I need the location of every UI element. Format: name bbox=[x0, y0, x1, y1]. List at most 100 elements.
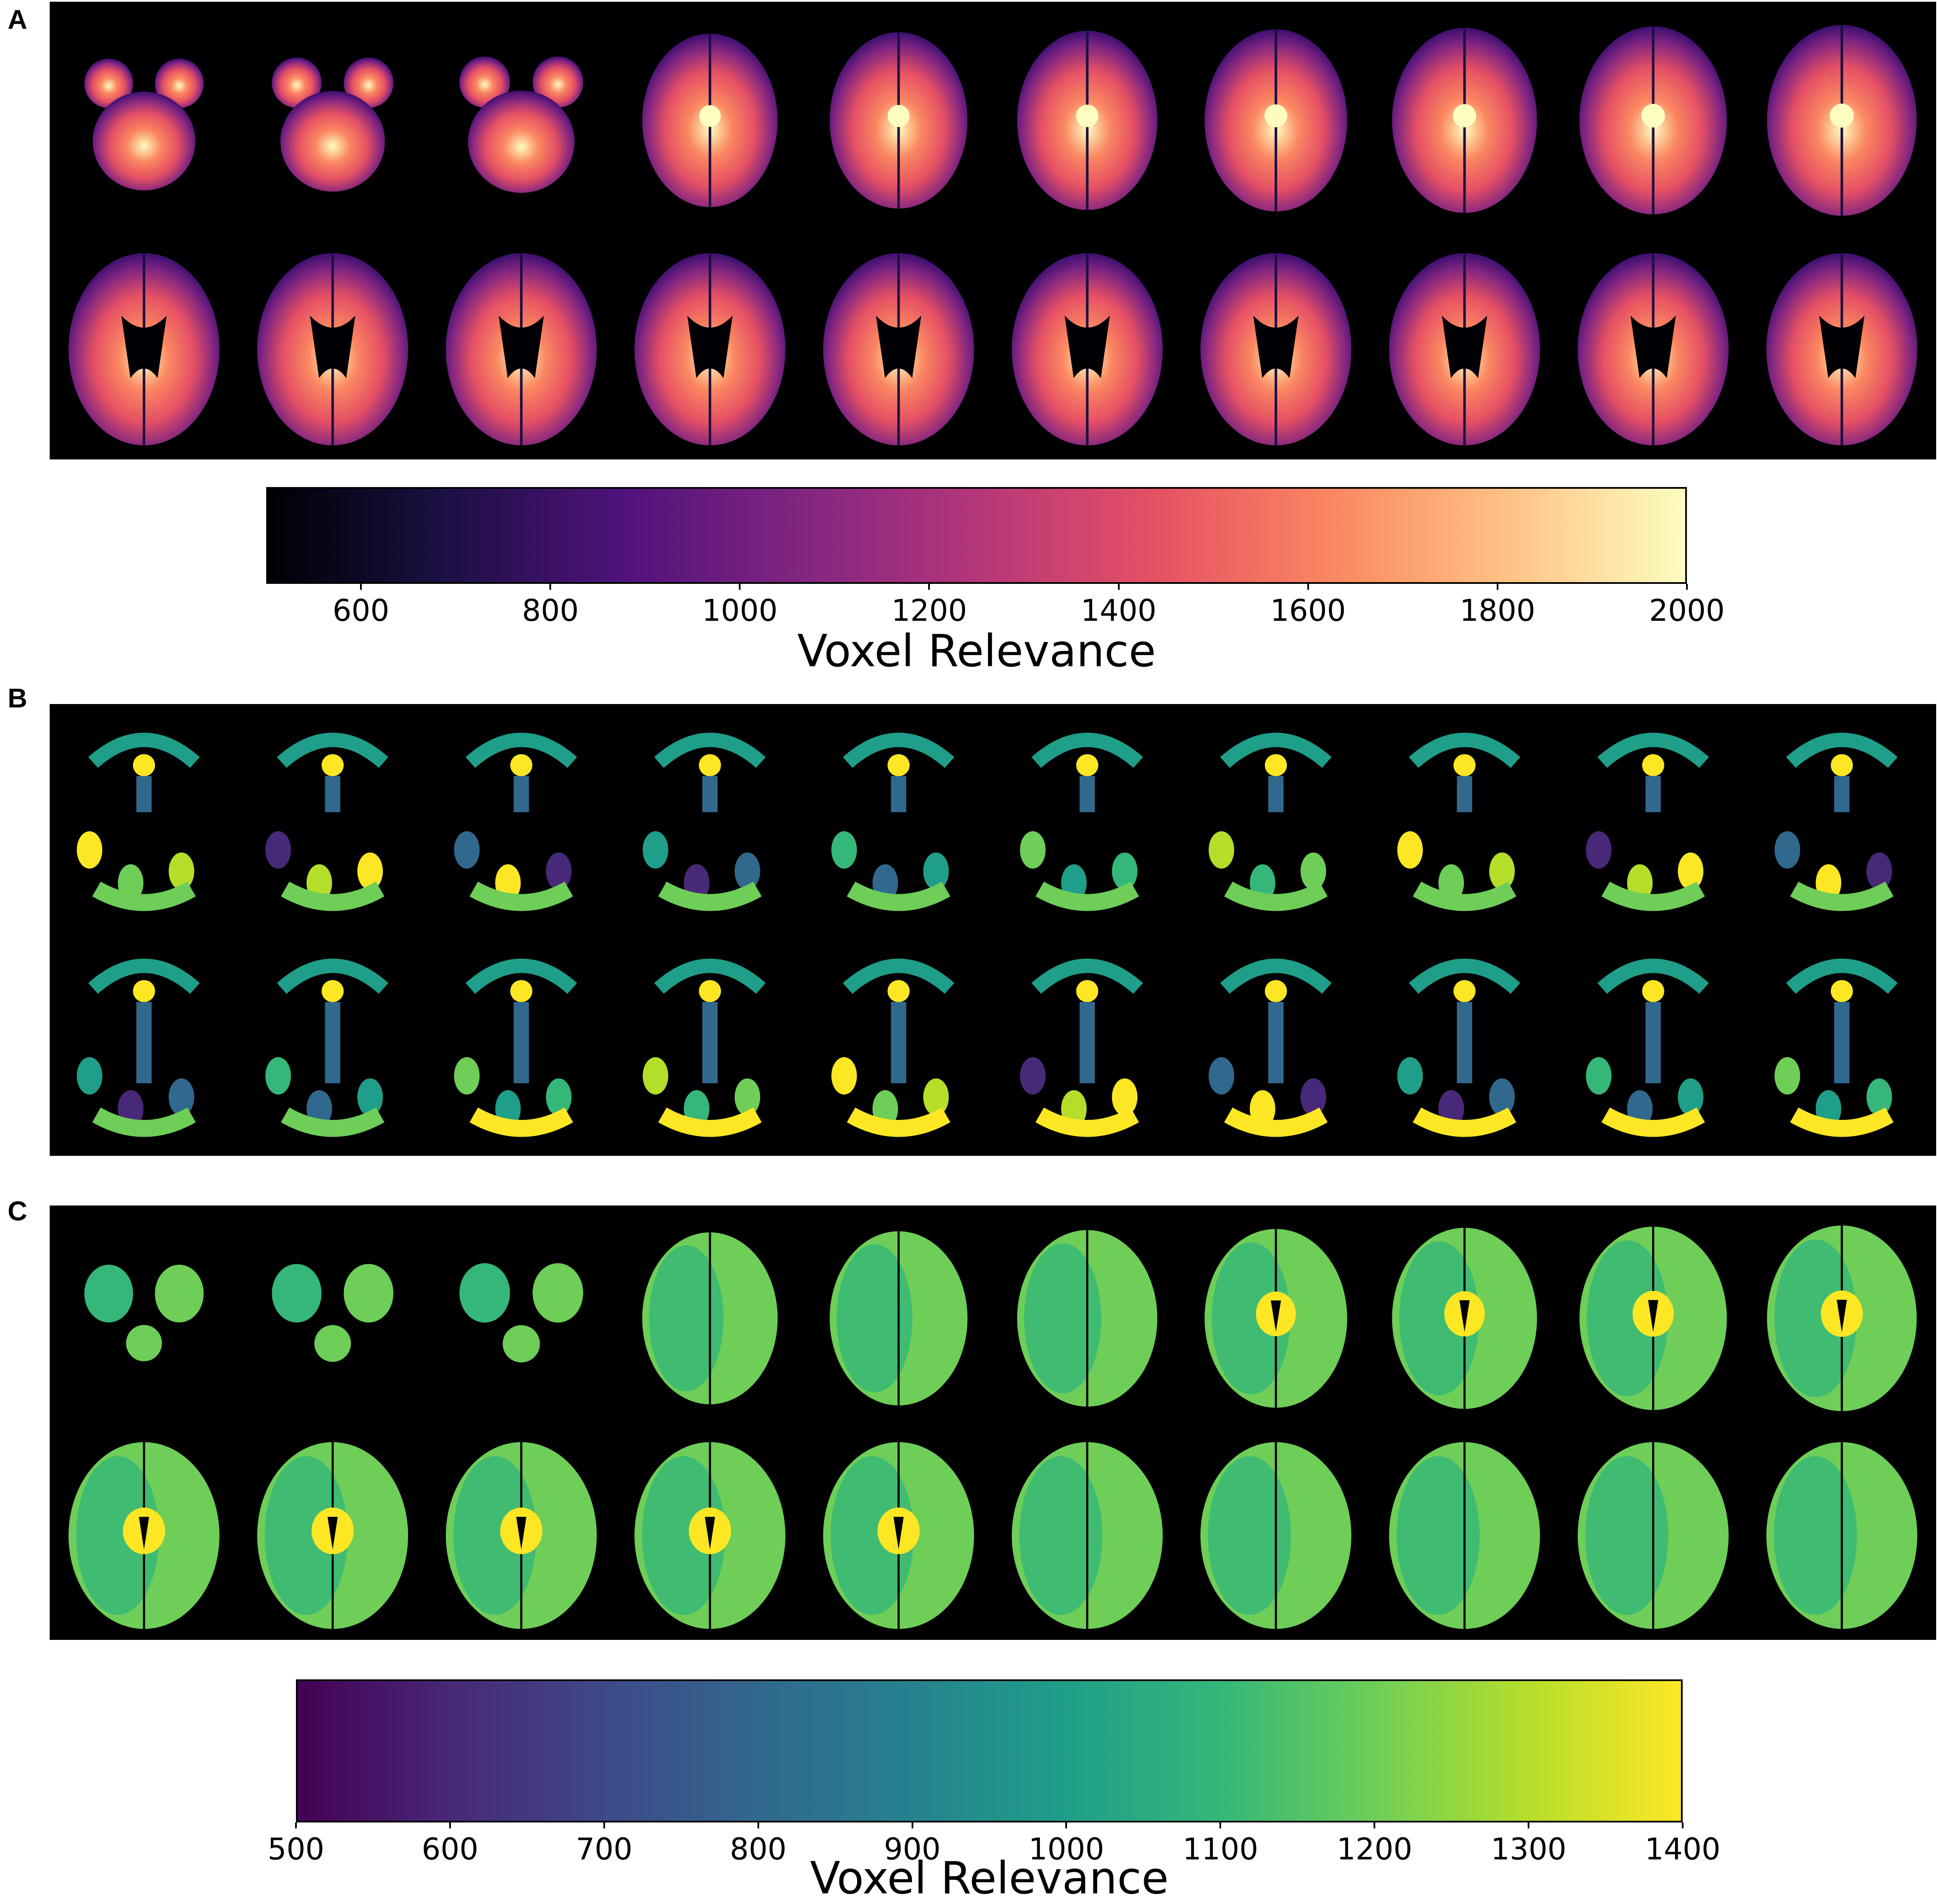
colorbar-c-tick-mark bbox=[1219, 1822, 1222, 1828]
colorbar-c-tick-label: 1000 bbox=[1028, 1832, 1104, 1867]
undefined-slice bbox=[446, 1442, 597, 1629]
undefined-slice bbox=[642, 1232, 778, 1405]
undefined-slice bbox=[1020, 958, 1143, 1137]
undefined-slice bbox=[76, 732, 200, 911]
undefined-slice bbox=[1579, 26, 1727, 214]
undefined-slice bbox=[830, 32, 968, 209]
undefined-slice bbox=[1774, 958, 1898, 1137]
colorbar-c bbox=[296, 1679, 1683, 1822]
panel-c-image bbox=[68, 1225, 1917, 1629]
undefined-slice bbox=[454, 732, 577, 911]
colorbar-c-tick-label: 500 bbox=[267, 1832, 324, 1867]
colorbar-c-tick-label: 700 bbox=[575, 1832, 633, 1867]
colorbar-a-tick-mark bbox=[1496, 584, 1498, 590]
colorbar-a-tick-mark bbox=[739, 584, 741, 590]
undefined-slice bbox=[84, 1265, 204, 1361]
undefined-slice bbox=[1767, 1225, 1917, 1411]
panel-b-image bbox=[76, 732, 1898, 1137]
colorbar-c-tick-mark bbox=[449, 1822, 451, 1828]
undefined-slice bbox=[76, 958, 200, 1137]
colorbar-a-tick-mark bbox=[928, 584, 930, 590]
colorbar-a-tick-label: 1200 bbox=[891, 593, 967, 628]
undefined-slice bbox=[831, 732, 954, 911]
colorbar-c-tick-label: 1300 bbox=[1491, 1832, 1567, 1867]
colorbar-c-tick-mark bbox=[603, 1822, 605, 1828]
undefined-slice bbox=[1200, 253, 1351, 445]
colorbar-a-tick-mark bbox=[1118, 584, 1120, 590]
undefined-slice bbox=[642, 732, 766, 911]
colorbar-c-tick-mark bbox=[1528, 1822, 1530, 1828]
panel-b-region-slices bbox=[50, 704, 1936, 1156]
undefined-slice bbox=[1208, 958, 1332, 1137]
colorbar-a-tick-label: 800 bbox=[522, 593, 579, 628]
panel-letter-a: A bbox=[8, 4, 28, 35]
undefined-slice bbox=[454, 958, 577, 1137]
colorbar-c-tick-label: 800 bbox=[729, 1832, 787, 1867]
panel-letter-b: B bbox=[8, 683, 28, 713]
undefined-slice bbox=[1208, 732, 1332, 911]
colorbar-c-tick-mark bbox=[1374, 1822, 1376, 1828]
panel-a-brain-slices bbox=[50, 2, 1936, 459]
colorbar-a-tick-label: 600 bbox=[332, 593, 389, 628]
undefined-slice bbox=[1577, 253, 1729, 445]
undefined-slice bbox=[1774, 732, 1898, 911]
undefined-slice bbox=[1586, 958, 1709, 1137]
undefined-slice bbox=[830, 1231, 968, 1405]
undefined-slice bbox=[1011, 253, 1163, 445]
undefined-slice bbox=[1586, 732, 1709, 911]
undefined-slice bbox=[68, 253, 220, 445]
colorbar-a-tick-mark bbox=[1686, 584, 1688, 590]
undefined-slice bbox=[459, 1263, 583, 1363]
undefined-slice bbox=[446, 253, 597, 445]
colorbar-c-label: Voxel Relevance bbox=[810, 1852, 1169, 1904]
colorbar-c-tick-mark bbox=[1682, 1822, 1684, 1828]
undefined-slice bbox=[1389, 1442, 1540, 1629]
undefined-slice bbox=[265, 958, 389, 1137]
colorbar-c-tick-mark bbox=[911, 1822, 913, 1828]
undefined-slice bbox=[459, 56, 583, 193]
colorbar-a-tick-mark bbox=[549, 584, 552, 590]
undefined-slice bbox=[257, 253, 408, 445]
undefined-slice bbox=[823, 1442, 974, 1629]
colorbar-c-tick-mark bbox=[295, 1822, 297, 1828]
colorbar-c-tick-label: 1400 bbox=[1644, 1832, 1721, 1867]
undefined-slice bbox=[1389, 253, 1540, 445]
undefined-slice bbox=[272, 1264, 394, 1362]
undefined-slice bbox=[1767, 25, 1917, 216]
colorbar-a-tick-label: 1400 bbox=[1081, 593, 1157, 628]
undefined-slice bbox=[831, 958, 954, 1137]
colorbar-c-tick-label: 900 bbox=[884, 1832, 941, 1867]
colorbar-a-tick-mark bbox=[1307, 584, 1309, 590]
undefined-slice bbox=[1205, 29, 1347, 211]
panel-c-brain-slices bbox=[50, 1205, 1936, 1640]
colorbar-c-tick-mark bbox=[1065, 1822, 1067, 1828]
colorbar-c-tick-label: 600 bbox=[422, 1832, 479, 1867]
undefined-slice bbox=[272, 57, 394, 192]
undefined-slice bbox=[1397, 732, 1520, 911]
undefined-slice bbox=[68, 1442, 220, 1629]
colorbar-a-tick-label: 1800 bbox=[1459, 593, 1535, 628]
undefined-slice bbox=[1200, 1442, 1351, 1629]
undefined-slice bbox=[1020, 732, 1143, 911]
colorbar-a-tick-label: 1600 bbox=[1270, 593, 1346, 628]
undefined-slice bbox=[1017, 1230, 1157, 1407]
undefined-slice bbox=[642, 958, 766, 1137]
undefined-slice bbox=[1577, 1442, 1729, 1629]
undefined-slice bbox=[1766, 1442, 1917, 1629]
colorbar-a-tick-mark bbox=[360, 584, 362, 590]
undefined-slice bbox=[1579, 1226, 1727, 1410]
undefined-slice bbox=[257, 1442, 408, 1629]
undefined-slice bbox=[634, 253, 785, 445]
undefined-slice bbox=[1017, 31, 1157, 210]
colorbar-a-label: Voxel Relevance bbox=[797, 625, 1156, 677]
undefined-slice bbox=[1766, 253, 1917, 445]
colorbar-c-tick-label: 1200 bbox=[1337, 1832, 1413, 1867]
panel-a-image bbox=[68, 25, 1917, 445]
undefined-slice bbox=[634, 1442, 785, 1629]
undefined-slice bbox=[84, 58, 204, 191]
colorbar-a bbox=[266, 487, 1687, 584]
undefined-slice bbox=[823, 253, 974, 445]
undefined-slice bbox=[642, 34, 778, 207]
colorbar-c-tick-label: 1100 bbox=[1182, 1832, 1258, 1867]
colorbar-c-tick-mark bbox=[757, 1822, 759, 1828]
